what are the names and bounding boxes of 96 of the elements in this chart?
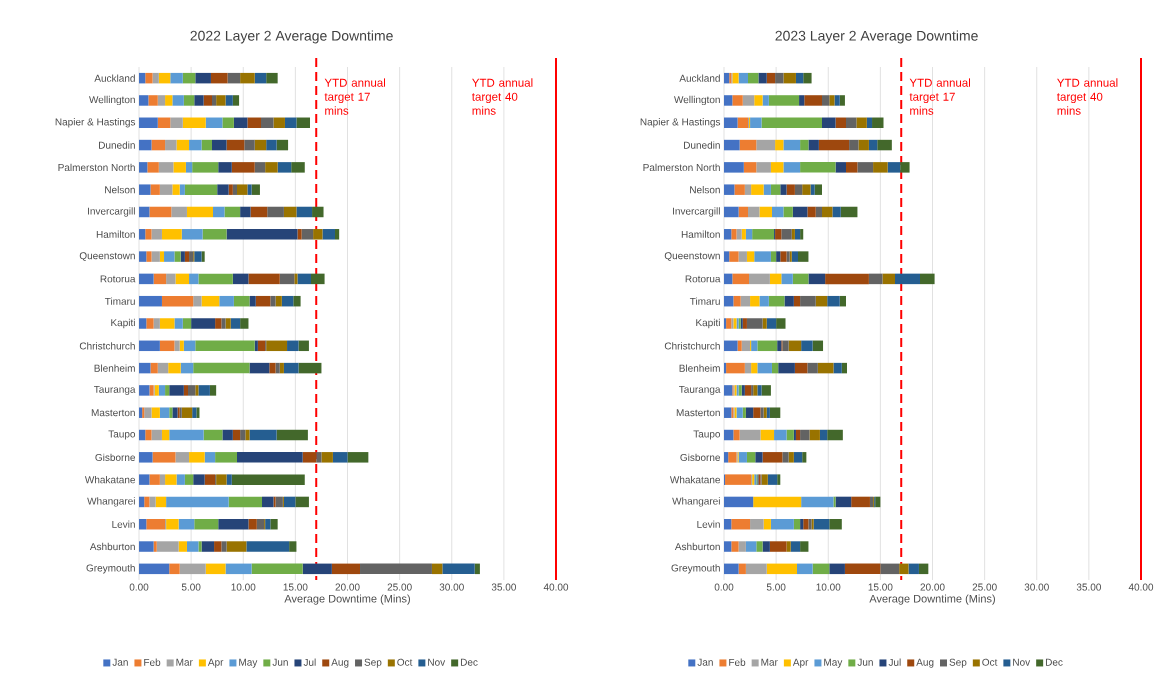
legend-label: May bbox=[824, 658, 843, 668]
x-tick-label: 0.00 bbox=[714, 583, 734, 591]
y-tick-label: Wellington bbox=[674, 95, 720, 106]
y-tick-label: Kapiti bbox=[696, 318, 720, 329]
ref-line-label: YTD annual target 17 mins bbox=[909, 78, 971, 115]
y-tick-label: Napier & Hastings bbox=[55, 118, 136, 128]
y-tick-label: Auckland bbox=[94, 74, 135, 82]
y-tick-label: Timaru bbox=[689, 297, 720, 305]
y-tick-label: Palmerston North bbox=[58, 163, 135, 172]
x-tick-label: 35.00 bbox=[491, 583, 516, 591]
chart-title: 2022 Layer 2 Average Downtime bbox=[190, 30, 393, 44]
legend-label: Jan bbox=[697, 658, 713, 666]
x-tick-label: 15.00 bbox=[283, 583, 308, 591]
legend-label: Oct bbox=[982, 658, 998, 666]
y-tick-label: Dunedin bbox=[99, 141, 135, 149]
y-tick-label: Christchurch bbox=[664, 342, 720, 350]
legend-label: Nov bbox=[1013, 658, 1031, 666]
y-tick-label: Dunedin bbox=[684, 141, 720, 149]
x-tick-label: 40.00 bbox=[543, 583, 569, 591]
x-axis-title: Average Downtime (Mins) bbox=[869, 594, 995, 605]
legend-label: Sep bbox=[949, 658, 967, 668]
x-tick-label: 20.00 bbox=[920, 583, 945, 591]
legend-label: Jan bbox=[112, 658, 128, 666]
legend-label: Oct bbox=[397, 658, 413, 666]
legend-label: Feb bbox=[729, 658, 746, 666]
x-tick-label: 0.00 bbox=[129, 583, 149, 591]
y-tick-label: Nelson bbox=[690, 186, 720, 194]
x-tick-label: 30.00 bbox=[439, 583, 464, 591]
legend-label: Apr bbox=[207, 658, 224, 668]
y-tick-label: Invercargill bbox=[88, 207, 135, 217]
y-tick-label: Tauranga bbox=[678, 385, 721, 395]
y-tick-label: Greymouth bbox=[86, 564, 135, 574]
y-tick-label: Whangarei bbox=[87, 497, 135, 507]
y-tick-label: Invercargill bbox=[673, 207, 720, 217]
legend-label: Apr bbox=[792, 658, 809, 668]
y-tick-label: Masterton bbox=[91, 409, 135, 417]
y-tick-label: Whakatane bbox=[669, 475, 721, 484]
x-tick-label: 25.00 bbox=[972, 583, 997, 591]
ref-line-label: YTD annual target 40 mins bbox=[1056, 78, 1118, 115]
y-tick-label: Timaru bbox=[104, 297, 135, 305]
y-tick-label: Auckland bbox=[679, 74, 720, 82]
y-tick-label: Napier & Hastings bbox=[640, 118, 721, 128]
y-tick-label: Taupo bbox=[693, 430, 721, 440]
chart-title: 2023 Layer 2 Average Downtime bbox=[775, 30, 978, 44]
x-tick-label: 10.00 bbox=[816, 583, 841, 591]
legend-label: Mar bbox=[761, 658, 778, 666]
x-tick-label: 10.00 bbox=[231, 583, 256, 591]
x-tick-label: 5.00 bbox=[766, 583, 786, 591]
y-tick-label: Queenstown bbox=[664, 252, 720, 262]
y-tick-label: Ashburton bbox=[674, 542, 720, 551]
y-tick-label: Whangarei bbox=[672, 497, 720, 507]
y-tick-label: Hamilton bbox=[681, 230, 720, 238]
y-tick-label: Levin bbox=[697, 520, 720, 528]
y-tick-label: Gisborne bbox=[95, 453, 136, 461]
ref-line-label: YTD annual target 40 mins bbox=[471, 78, 533, 115]
x-tick-label: 15.00 bbox=[868, 583, 893, 591]
y-tick-label: Rotorua bbox=[100, 275, 136, 283]
y-tick-label: Rotorua bbox=[685, 275, 721, 283]
legend-label: Jun bbox=[272, 658, 288, 666]
legend-label: Sep bbox=[364, 658, 382, 668]
x-tick-label: 25.00 bbox=[387, 583, 412, 591]
y-tick-label: Hamilton bbox=[96, 230, 135, 238]
legend-label: Jul bbox=[303, 658, 316, 666]
y-tick-label: Masterton bbox=[676, 409, 720, 417]
legend-label: May bbox=[239, 658, 258, 668]
y-tick-label: Kapiti bbox=[111, 318, 135, 329]
legend-label: Dec bbox=[460, 658, 478, 666]
y-tick-label: Palmerston North bbox=[643, 163, 720, 172]
ref-line-label: YTD annual target 17 mins bbox=[324, 78, 386, 115]
x-tick-label: 30.00 bbox=[1024, 583, 1049, 591]
legend-label: Jun bbox=[857, 658, 873, 666]
x-tick-label: 40.00 bbox=[1128, 583, 1154, 591]
y-tick-label: Whakatane bbox=[84, 475, 136, 484]
y-tick-label: Nelson bbox=[105, 186, 135, 194]
x-tick-label: 20.00 bbox=[335, 583, 360, 591]
y-tick-label: Taupo bbox=[108, 430, 136, 440]
legend-label: Jul bbox=[888, 658, 901, 666]
y-tick-label: Blenheim bbox=[94, 364, 135, 372]
y-tick-label: Levin bbox=[112, 520, 135, 528]
legend-label: Aug bbox=[916, 658, 934, 668]
y-tick-label: Christchurch bbox=[79, 342, 135, 350]
x-tick-label: 35.00 bbox=[1076, 583, 1101, 591]
legend-label: Nov bbox=[428, 658, 446, 666]
y-tick-label: Queenstown bbox=[79, 252, 135, 262]
legend-label: Dec bbox=[1045, 658, 1063, 666]
legend-label: Feb bbox=[144, 658, 161, 666]
y-tick-label: Gisborne bbox=[680, 453, 721, 461]
y-tick-label: Blenheim bbox=[679, 364, 720, 372]
y-tick-label: Wellington bbox=[89, 95, 135, 106]
y-tick-label: Tauranga bbox=[94, 385, 136, 395]
y-tick-label: Greymouth bbox=[671, 564, 720, 574]
y-tick-label: Ashburton bbox=[89, 542, 135, 551]
x-tick-label: 5.00 bbox=[181, 583, 201, 591]
x-axis-title: Average Downtime (Mins) bbox=[284, 594, 410, 605]
legend-label: Aug bbox=[331, 658, 349, 668]
legend-label: Mar bbox=[176, 658, 193, 666]
